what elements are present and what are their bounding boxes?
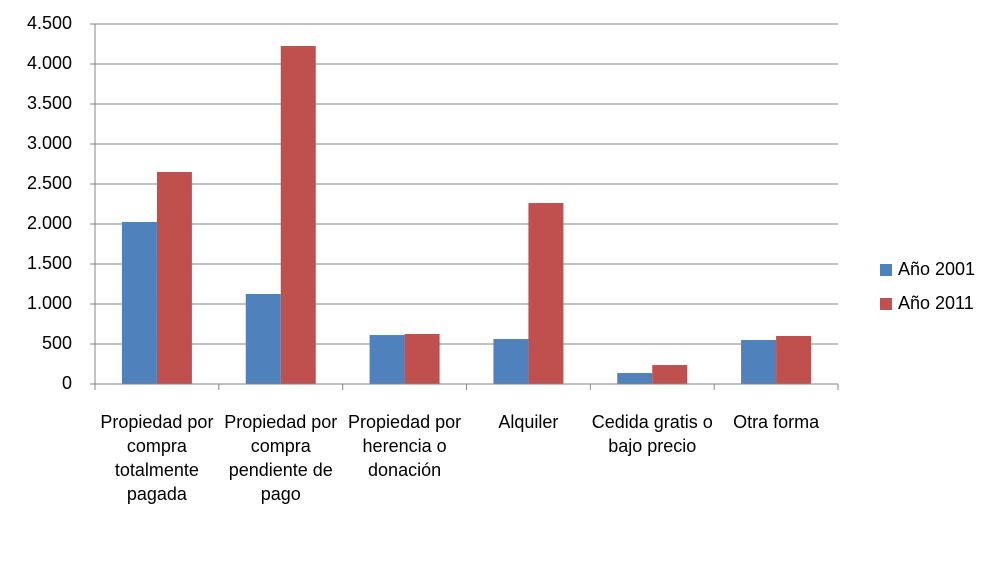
y-tick-label: 4.000	[27, 53, 72, 73]
y-tick-label: 3.500	[27, 93, 72, 113]
legend-swatch	[880, 264, 892, 276]
y-tick-label: 3.000	[27, 133, 72, 153]
bar	[741, 340, 777, 384]
bar	[493, 339, 529, 384]
x-tick-label: Alquiler	[498, 412, 559, 432]
y-tick-label: 1.000	[27, 293, 72, 313]
bar	[528, 203, 564, 384]
x-tick-label: Propiedad por compra totalmente pagada	[100, 412, 214, 504]
y-tick-label: 500	[42, 333, 72, 353]
legend-swatch	[880, 298, 892, 310]
bar	[652, 365, 688, 384]
bar	[121, 222, 157, 384]
bar	[156, 172, 192, 384]
y-tick-label: 4.500	[27, 13, 72, 33]
legend-label: Año 2001	[898, 259, 975, 279]
bar	[245, 294, 281, 384]
x-tick-label: Otra forma	[733, 412, 820, 432]
y-tick-label: 0	[62, 373, 72, 393]
x-tick-label: Cedida gratis o bajo precio	[591, 412, 713, 456]
x-tick-label: Propiedad por herencia o donación	[348, 412, 462, 480]
bar	[369, 335, 405, 384]
y-tick-label: 2.000	[27, 213, 72, 233]
bar	[776, 336, 812, 384]
bar	[404, 334, 440, 384]
y-tick-label: 1.500	[27, 253, 72, 273]
bar	[617, 373, 653, 384]
bar	[280, 46, 316, 384]
legend-label: Año 2011	[898, 293, 974, 313]
x-tick-label: Propiedad por compra pendiente de pago	[224, 412, 338, 504]
y-tick-label: 2.500	[27, 173, 72, 193]
